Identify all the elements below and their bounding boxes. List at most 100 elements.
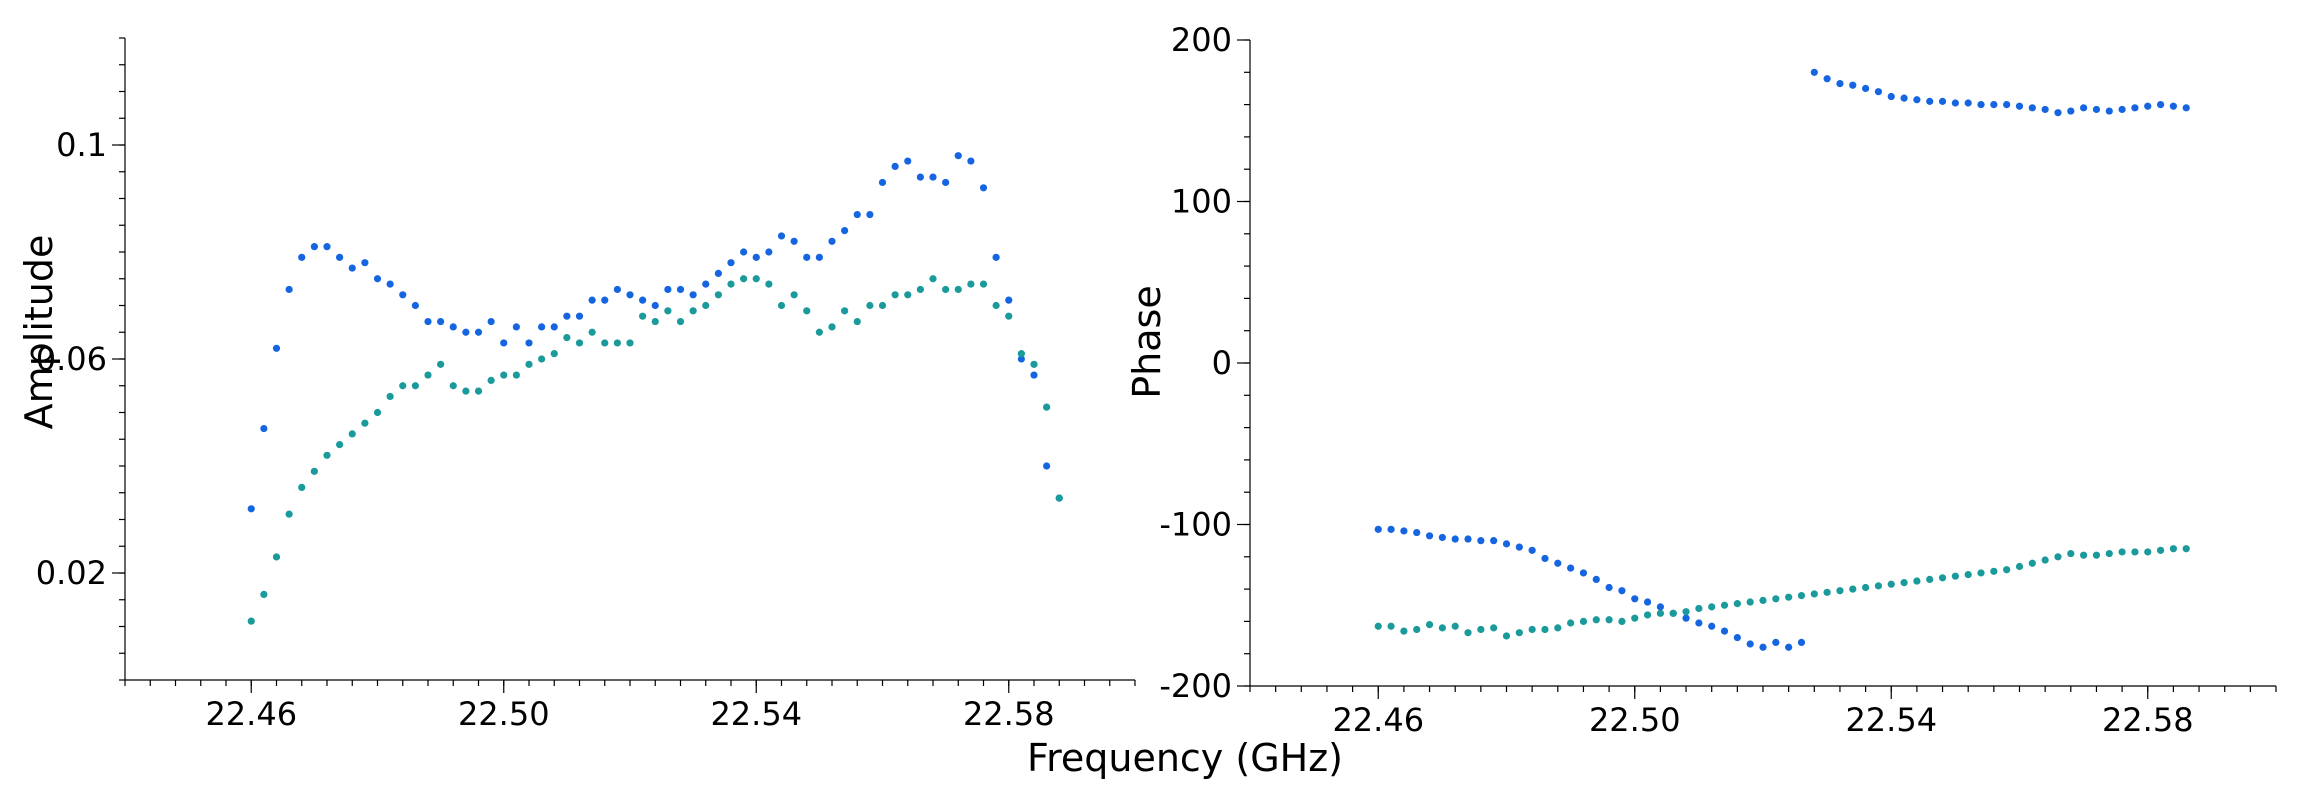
phase-data-point	[1746, 640, 1754, 648]
phase-data-point	[1849, 81, 1857, 89]
phase-data-point	[1387, 525, 1395, 533]
amplitude-data-point	[639, 312, 647, 320]
phase-x-tick-label: 22.50	[1589, 701, 1681, 739]
phase-data-point	[1682, 608, 1690, 616]
phase-data-point	[2144, 102, 2152, 110]
amplitude-data-point	[841, 227, 849, 235]
phase-data-point	[1823, 588, 1831, 596]
phase-data-point	[1477, 537, 1485, 545]
amplitude-data-point	[411, 382, 419, 390]
amplitude-data-point	[563, 334, 571, 342]
phase-x-tick-label: 22.46	[1332, 701, 1424, 739]
amplitude-data-point	[651, 301, 659, 310]
amplitude-data-point	[740, 275, 748, 283]
amplitude-data-point	[373, 275, 382, 283]
phase-data-point	[1656, 609, 1664, 617]
amplitude-data-point	[487, 317, 495, 326]
phase-data-point	[1913, 577, 1921, 585]
phase-data-point	[1554, 559, 1562, 567]
phase-data-point	[1977, 569, 1985, 577]
amplitude-data-point	[853, 210, 861, 219]
phase-data-point	[1772, 638, 1780, 646]
phase-data-point	[2015, 562, 2024, 571]
phase-data-point	[1477, 625, 1485, 634]
amplitude-panel: 22.46 22.50 22.54 22.58 0.02 0.06 0.1 Amplitude	[17, 37, 1136, 733]
amplitude-data-point	[676, 317, 685, 326]
phase-data-point	[1887, 92, 1895, 101]
amplitude-data-point	[487, 376, 495, 384]
amplitude-y-axis-label: Amplitude	[17, 235, 61, 430]
amplitude-data-point	[866, 301, 874, 310]
phase-data-point	[1759, 596, 1767, 605]
phase-data-point	[1862, 84, 1870, 93]
phase-data-point	[1656, 603, 1664, 611]
amplitude-data-point	[904, 291, 912, 299]
phase-data-point	[1502, 540, 1511, 548]
amplitude-data-point	[828, 323, 836, 331]
amplitude-data-point	[285, 510, 293, 518]
phase-data-point	[1926, 575, 1934, 584]
amplitude-data-point	[538, 355, 546, 363]
amplitude-data-point	[967, 280, 975, 288]
amplitude-data-point	[348, 264, 356, 272]
amplitude-data-point	[1017, 355, 1025, 363]
phase-data-point	[2041, 105, 2049, 114]
phase-data-point	[2144, 548, 2152, 556]
amplitude-data-point	[752, 275, 760, 283]
figure-x-axis-label: Frequency (GHz)	[1027, 736, 1343, 780]
phase-data-point	[2015, 102, 2024, 110]
amplitude-data-point	[500, 371, 508, 379]
phase-data-point	[2041, 556, 2049, 564]
amplitude-data-point	[752, 253, 760, 261]
phase-data-point	[1464, 629, 1472, 637]
amplitude-data-point	[348, 430, 356, 438]
amplitude-data-point	[916, 173, 924, 181]
phase-data-point	[2092, 105, 2101, 114]
phase-data-point	[2003, 101, 2011, 109]
phase-data-point	[2156, 101, 2165, 109]
phase-y-tick-label: -200	[1159, 667, 1232, 705]
amplitude-data-point	[1017, 350, 1025, 358]
phase-data-point	[1579, 617, 1588, 626]
phase-data-point	[1810, 590, 1818, 598]
amplitude-data-point	[361, 419, 369, 427]
amplitude-x-tick-label: 22.58	[963, 695, 1055, 733]
amplitude-x-tick-label: 22.46	[205, 695, 297, 733]
amplitude-data-point	[538, 323, 546, 331]
amplitude-data-point	[386, 280, 394, 288]
amplitude-data-point	[714, 291, 722, 299]
phase-data-point	[1862, 583, 1870, 592]
amplitude-y-tick-label: 0.02	[36, 554, 107, 592]
amplitude-data-point	[1030, 371, 1038, 379]
amplitude-data-point	[942, 285, 950, 294]
amplitude-data-point	[1043, 403, 1051, 411]
amplitude-x-tick-label: 22.54	[710, 695, 802, 733]
amplitude-data-point	[803, 307, 811, 315]
amplitude-data-point	[979, 184, 988, 192]
amplitude-data-point	[929, 173, 937, 181]
phase-y-tick-label: 200	[1171, 21, 1232, 59]
amplitude-series-blue	[247, 152, 1063, 513]
phase-data-point	[1964, 570, 1972, 579]
amplitude-data-point	[474, 328, 483, 336]
amplitude-data-point	[525, 360, 533, 368]
amplitude-data-point	[929, 275, 937, 283]
amplitude-data-point	[601, 296, 609, 304]
phase-data-point	[1605, 616, 1613, 624]
phase-data-point	[1990, 567, 1998, 575]
amplitude-data-point	[272, 553, 281, 561]
amplitude-data-point	[866, 210, 874, 219]
amplitude-data-point	[790, 237, 798, 245]
phase-series-teal	[1374, 545, 2190, 640]
phase-data-point	[1785, 593, 1793, 601]
amplitude-data-point	[411, 301, 419, 310]
amplitude-data-point	[563, 312, 571, 320]
phase-data-point	[1387, 622, 1395, 630]
amplitude-data-point	[992, 301, 1000, 310]
phase-data-point	[2156, 546, 2165, 554]
amplitude-data-point	[815, 253, 823, 261]
amplitude-data-point	[878, 178, 887, 187]
phase-data-point	[1695, 604, 1703, 613]
phase-data-point	[2169, 102, 2177, 110]
